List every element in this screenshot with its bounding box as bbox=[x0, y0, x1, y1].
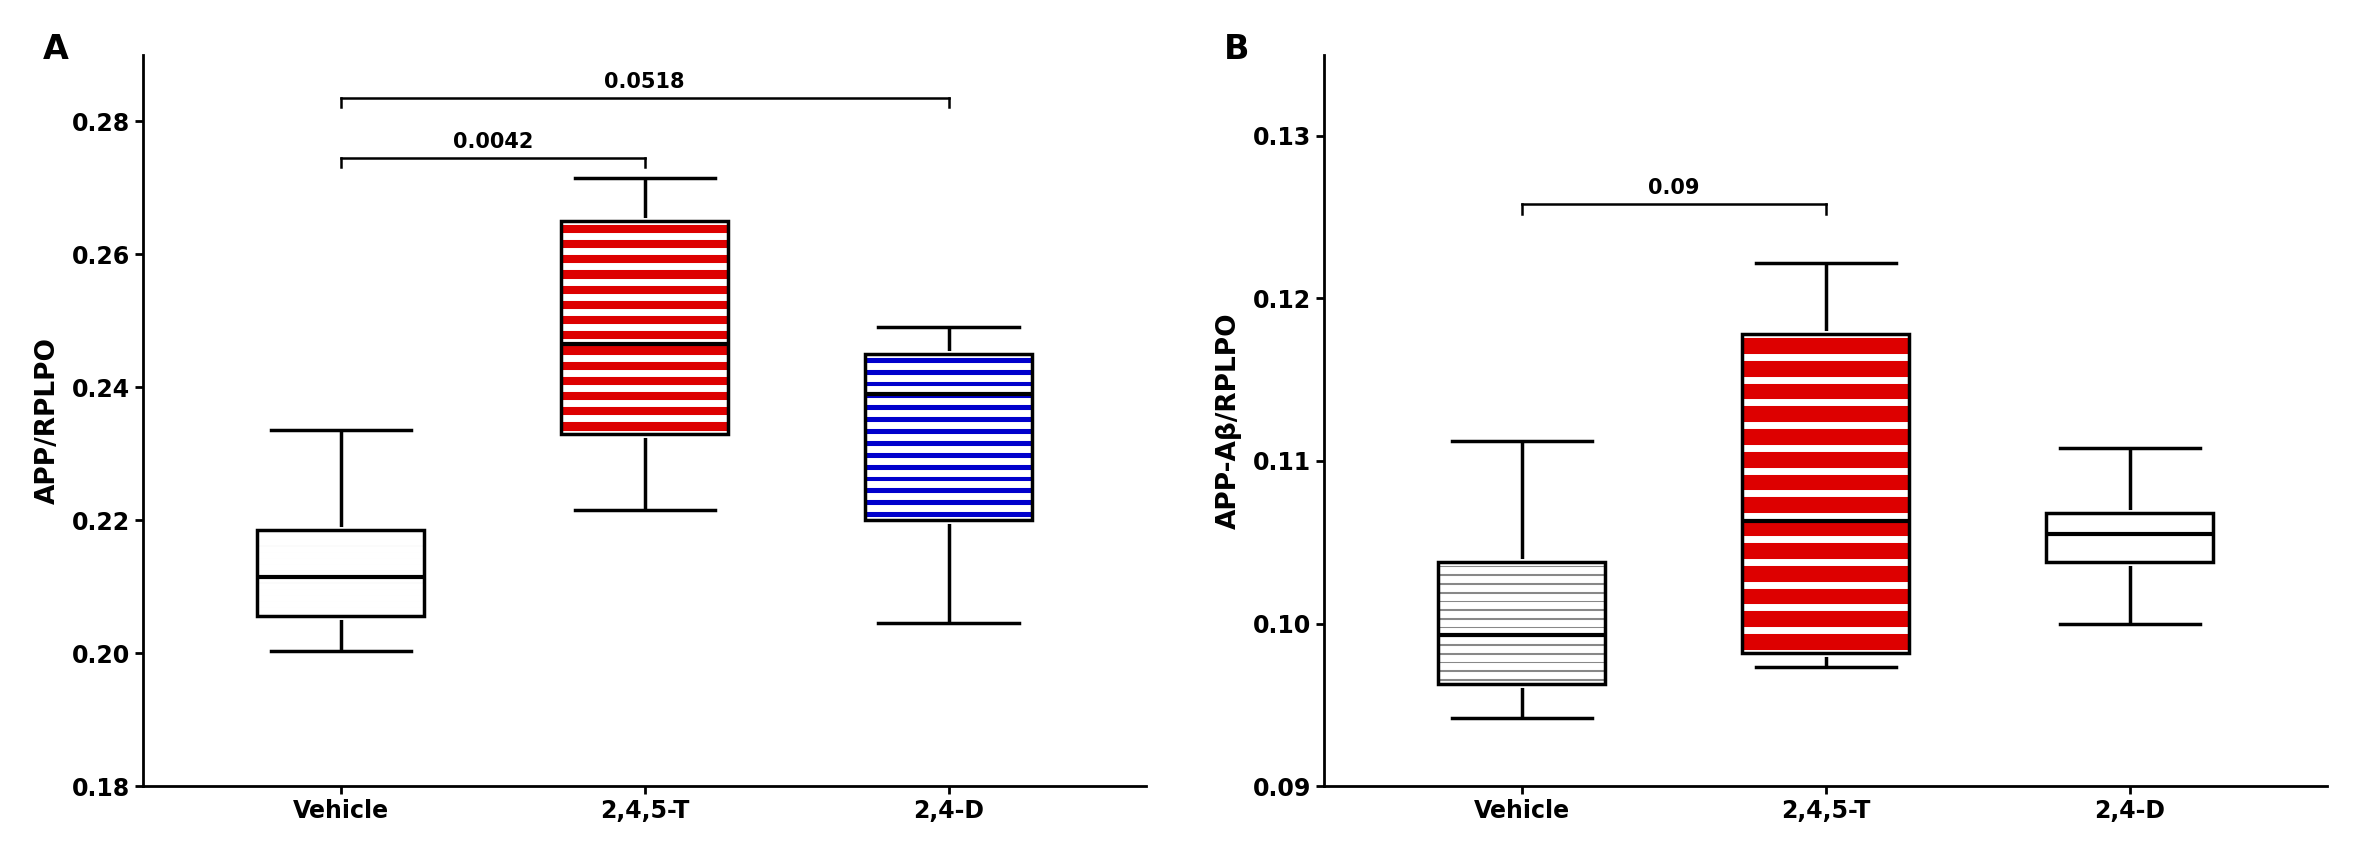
Bar bbox=[864, 353, 1032, 520]
Bar bbox=[2045, 513, 2213, 562]
Bar bbox=[562, 221, 727, 433]
Bar bbox=[1743, 334, 1908, 653]
Text: 0.09: 0.09 bbox=[1649, 178, 1701, 198]
Y-axis label: APP-Aβ/RPLPO: APP-Aβ/RPLPO bbox=[1216, 312, 1242, 529]
Y-axis label: APP/RPLPO: APP/RPLPO bbox=[35, 337, 61, 504]
Text: B: B bbox=[1224, 33, 1249, 65]
Bar bbox=[2045, 513, 2213, 562]
Bar bbox=[1438, 562, 1606, 684]
Bar bbox=[1743, 334, 1908, 653]
Text: 0.0042: 0.0042 bbox=[454, 132, 534, 152]
Bar bbox=[864, 353, 1032, 520]
Text: A: A bbox=[43, 33, 68, 65]
Bar bbox=[257, 530, 425, 617]
Bar bbox=[257, 530, 425, 617]
Bar bbox=[562, 221, 727, 433]
Text: 0.0518: 0.0518 bbox=[605, 72, 685, 92]
Bar bbox=[1438, 562, 1606, 684]
